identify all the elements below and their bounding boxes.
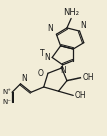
Text: N: N bbox=[81, 21, 86, 30]
Text: O: O bbox=[38, 69, 44, 78]
Text: NH₂: NH₂ bbox=[63, 8, 79, 17]
Text: N: N bbox=[48, 24, 53, 33]
Text: OH: OH bbox=[74, 91, 86, 100]
Text: N: N bbox=[44, 53, 50, 62]
Text: OH: OH bbox=[83, 73, 94, 82]
Text: T: T bbox=[40, 49, 45, 58]
Polygon shape bbox=[60, 65, 63, 69]
Text: N: N bbox=[60, 66, 66, 75]
Text: N⁻: N⁻ bbox=[2, 99, 11, 105]
Text: N: N bbox=[22, 74, 27, 83]
Text: N⁺: N⁺ bbox=[2, 89, 11, 95]
